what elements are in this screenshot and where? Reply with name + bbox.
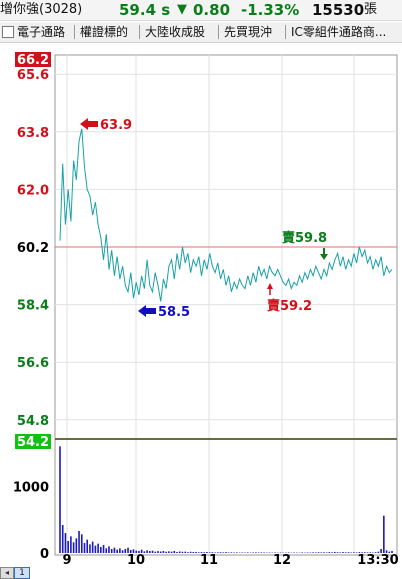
buy-label: 賣59.2 — [267, 298, 312, 314]
low-price-label: 58.5 — [158, 305, 190, 320]
high-price-label: 63.9 — [100, 118, 132, 133]
down-arrow-icon: ▼ — [177, 2, 187, 17]
price-axis: 66.2 54.2 — [15, 52, 51, 450]
volume-bars — [59, 446, 393, 553]
quote-header: 增你強(3028) 59.4 s ▼ 0.80 -1.33% 15530 張 — [0, 0, 402, 21]
intraday-chart[interactable]: 66.2 54.2 65.6 63.8 62.0 60.2 58.4 56.6 54.8 6… — [0, 50, 402, 566]
expand-toggle-icon[interactable] — [2, 26, 14, 38]
tag-item[interactable]: 電子通路 — [17, 25, 66, 39]
price-line — [59, 128, 393, 302]
price-tick-label: 60.2 — [17, 241, 49, 256]
page-number-button[interactable]: 1 — [14, 567, 30, 579]
volume-tick-label: 0 — [40, 547, 49, 562]
scroll-left-button[interactable]: ◂ — [0, 567, 14, 579]
buy-annotation: 賣59.2 — [267, 283, 312, 314]
time-tick-label: 13:30 — [357, 553, 398, 566]
high-annotation: 63.9 — [80, 118, 132, 133]
down-arrow-icon — [320, 254, 328, 260]
price-tick-labels: 65.6 63.8 62.0 60.2 58.4 56.6 54.8 — [17, 68, 49, 429]
tag-item[interactable]: 權證標的 — [80, 25, 129, 39]
price-tick-label: 65.6 — [17, 68, 49, 83]
tag-item[interactable]: 先買現沖 — [224, 25, 273, 39]
price-tick-label: 63.8 — [17, 126, 49, 141]
tag-divider — [285, 25, 286, 39]
lower-limit-label: 54.2 — [17, 435, 49, 450]
upper-limit-box — [15, 52, 51, 67]
left-arrow-icon — [80, 118, 98, 130]
sell-annotation: 賣59.8 — [282, 230, 328, 260]
price-tick-label: 54.8 — [17, 414, 49, 429]
up-arrow-icon — [267, 283, 273, 289]
price-change: 0.80 — [193, 1, 231, 19]
stock-name[interactable]: 增你強(3028) — [0, 2, 83, 17]
time-tick-label: 9 — [62, 553, 71, 566]
time-tick-label: 10 — [127, 553, 145, 566]
sell-label: 賣59.8 — [282, 230, 327, 246]
time-tick-label: 11 — [200, 553, 218, 566]
price-tick-label: 56.6 — [17, 356, 49, 371]
left-arrow-icon — [138, 305, 156, 317]
price-tick-label: 62.0 — [17, 183, 49, 198]
tag-item[interactable]: IC零組件通路商... — [291, 25, 387, 39]
lower-limit-box — [15, 434, 51, 449]
concept-tags-bar: 電子通路 權證標的 大陸收成股 先買現沖 IC零組件通路商... — [0, 22, 402, 43]
low-annotation: 58.5 — [138, 305, 190, 320]
total-volume: 15530 — [312, 1, 365, 19]
tag-divider — [139, 25, 140, 39]
last-price: 59.4 s — [119, 1, 171, 19]
tag-item[interactable]: 大陸收成股 — [145, 25, 206, 39]
volume-tick-label: 1000 — [13, 480, 49, 495]
volume-tick-labels: 1000 0 — [13, 480, 49, 562]
volume-unit: 張 — [364, 2, 378, 17]
tag-divider — [218, 25, 219, 39]
price-tick-label: 58.4 — [17, 299, 49, 314]
upper-limit-label: 66.2 — [17, 53, 49, 68]
time-axis: 9 10 11 12 13:30 — [62, 553, 398, 566]
percent-change: -1.33% — [241, 1, 300, 19]
time-tick-label: 12 — [273, 553, 291, 566]
tag-divider — [74, 25, 75, 39]
